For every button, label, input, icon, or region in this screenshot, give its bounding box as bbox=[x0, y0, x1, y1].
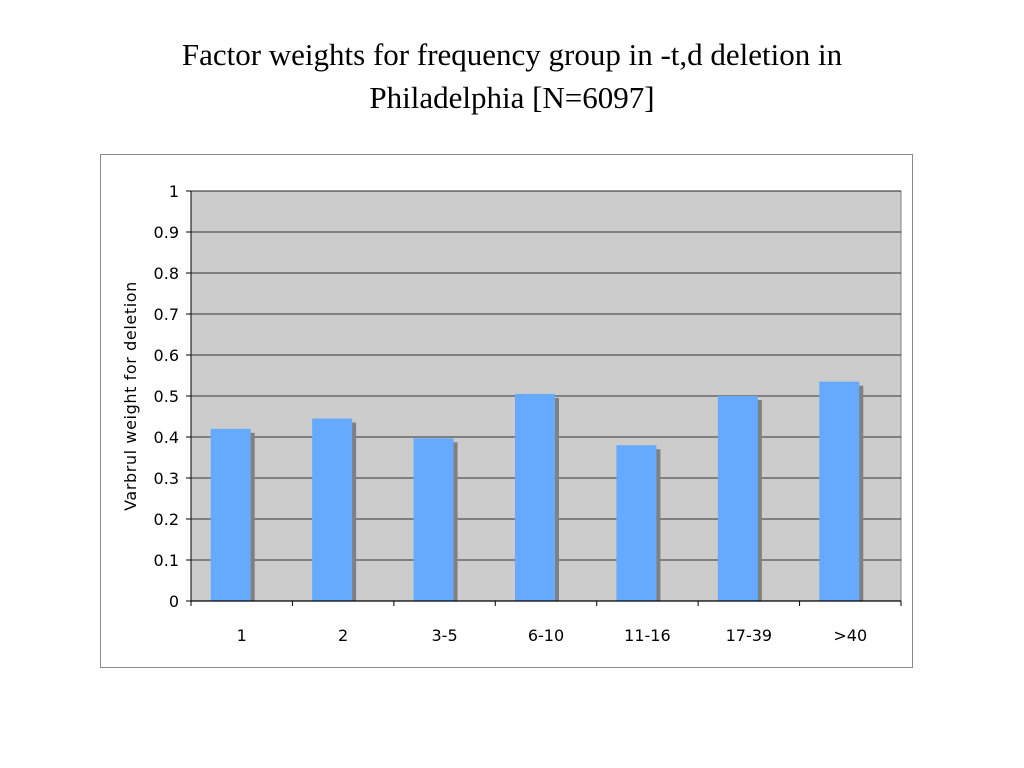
x-axis: 1 2 3-5 6-10 11-16 17-39 >40 bbox=[190, 600, 902, 645]
bar bbox=[312, 418, 353, 601]
y-tick-label: 0 bbox=[169, 592, 179, 611]
y-tick-label: 0.8 bbox=[154, 264, 179, 283]
bar bbox=[616, 445, 657, 601]
bar bbox=[819, 381, 860, 601]
x-category-label: >40 bbox=[833, 626, 867, 645]
slide-title-line-1: Factor weights for frequency group in -t… bbox=[181, 37, 843, 72]
slide-title: Factor weights for frequency group in -t… bbox=[100, 33, 924, 119]
gridlines bbox=[191, 190, 901, 561]
x-category-label: 1 bbox=[237, 626, 247, 645]
y-tick-label: 0.4 bbox=[154, 428, 179, 447]
y-tick-label: 0.7 bbox=[154, 305, 179, 324]
bar-chart: 00.10.20.30.40.50.60.70.80.91 1 2 3-5 6-10 1… bbox=[121, 182, 902, 645]
x-category-label: 3-5 bbox=[432, 626, 458, 645]
y-tick-label: 0.5 bbox=[154, 387, 179, 406]
x-category-label: 17-39 bbox=[726, 626, 773, 645]
bars bbox=[210, 381, 864, 601]
x-category-label: 6-10 bbox=[528, 626, 564, 645]
x-category-label: 11-16 bbox=[624, 626, 671, 645]
bar bbox=[717, 396, 758, 601]
x-category-label: 2 bbox=[338, 626, 348, 645]
y-tick-label: 0.1 bbox=[154, 551, 179, 570]
y-tick-label: 0.9 bbox=[154, 223, 179, 242]
slide-title-line-2: Philadelphia [N=6097] bbox=[369, 80, 655, 115]
bar bbox=[413, 438, 454, 601]
y-tick-label: 0.6 bbox=[154, 346, 179, 365]
chart-frame: 0 0.1 0.2 0.3 0.4 0.5 0.6 0.7 0.8 0.9 1 1 2 3-5 6-10 1… bbox=[100, 154, 913, 668]
y-tick-label: 1 bbox=[169, 182, 179, 201]
y-tick-label: 0.2 bbox=[154, 510, 179, 529]
bar bbox=[210, 428, 251, 601]
y-axis: 0 0.1 0.2 0.3 0.4 0.5 0.6 0.7 0.8 0.9 1 bbox=[154, 182, 192, 611]
bar bbox=[515, 393, 555, 601]
y-tick-label: 0.3 bbox=[154, 469, 179, 488]
y-axis-title: Varbrul weight for deletion bbox=[121, 281, 140, 511]
